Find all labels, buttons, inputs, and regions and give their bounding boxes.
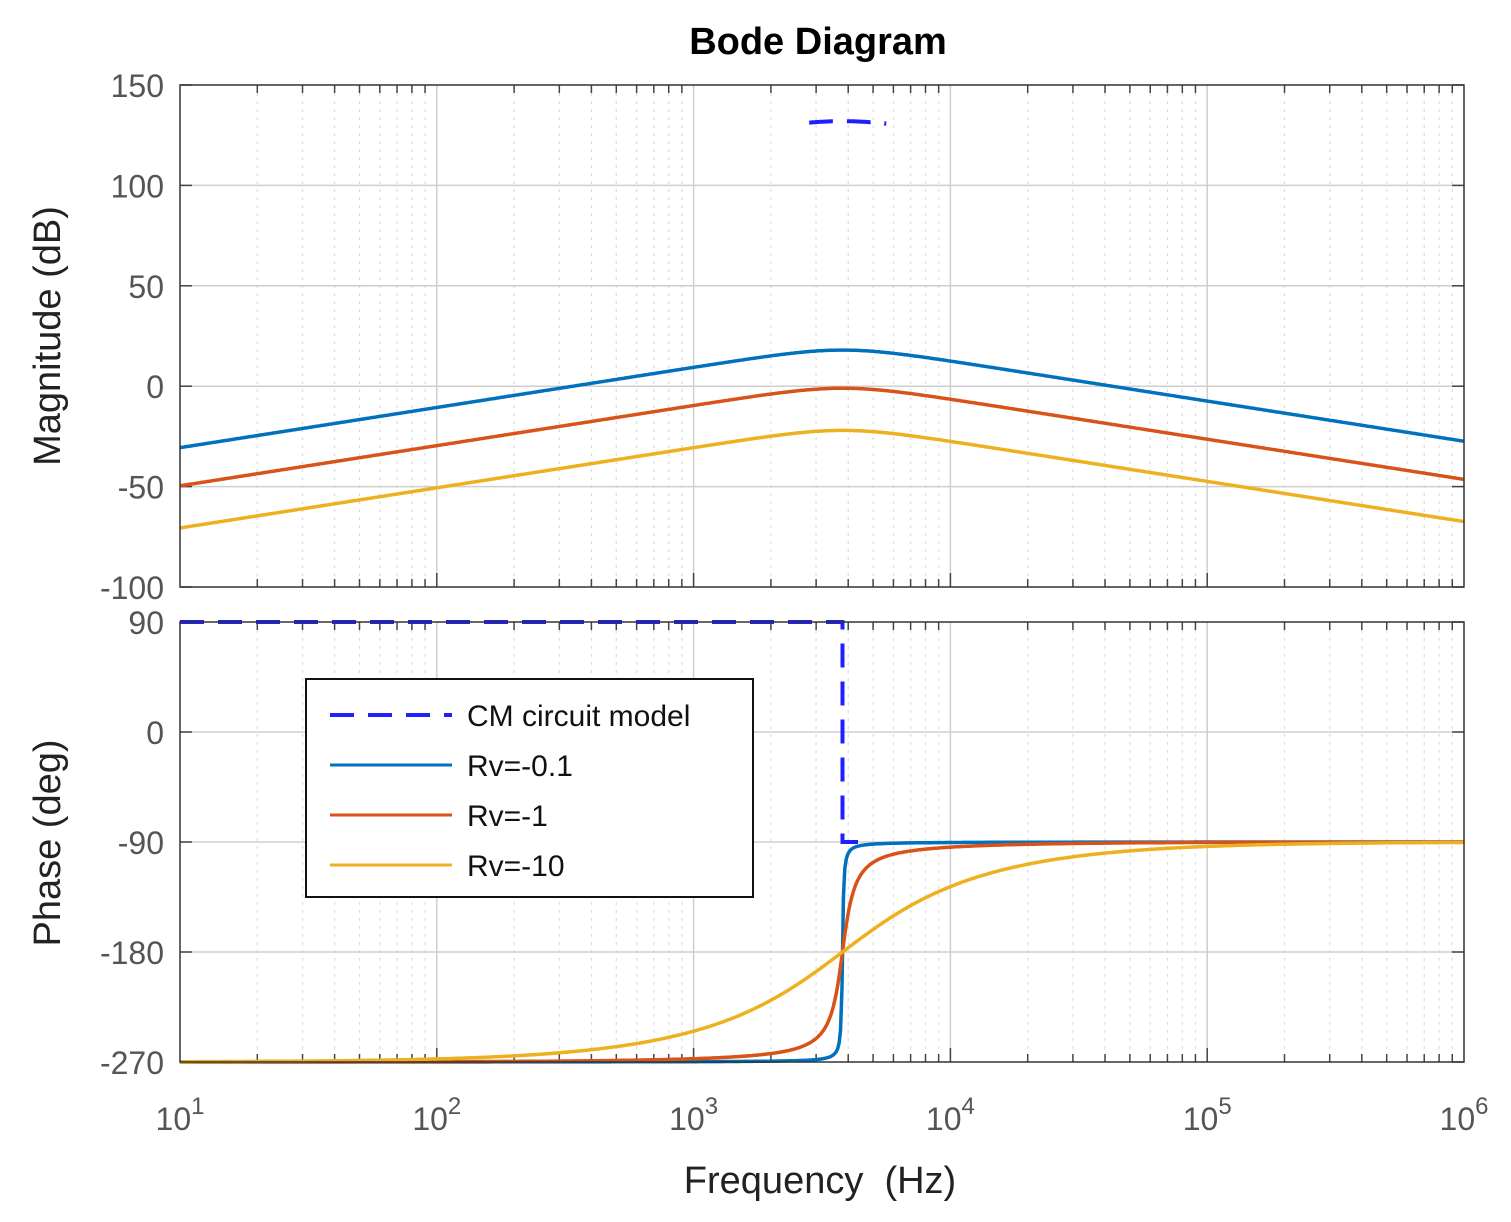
x-tick-labels: 101 102 103 104 105 106 xyxy=(156,1093,1489,1137)
phase-y-tick-label: 0 xyxy=(146,715,164,751)
magnitude-y-label: Magnitude (dB) xyxy=(27,206,69,466)
series-line-cm-circuit-model xyxy=(809,119,887,126)
x-tick-label: 102 xyxy=(412,1093,461,1137)
x-tick-label: 103 xyxy=(669,1093,718,1137)
legend-label: Rv=-0.1 xyxy=(467,750,573,783)
magnitude-y-tick-label: 150 xyxy=(111,68,164,104)
series-line-rv-10 xyxy=(179,428,1465,530)
x-tick-label: 105 xyxy=(1183,1093,1232,1137)
phase-y-tick-label: 90 xyxy=(128,605,164,641)
legend-label: Rv=-10 xyxy=(467,850,565,883)
phase-y-label: Phase (deg) xyxy=(27,739,69,946)
magnitude-plot-area xyxy=(180,85,1464,587)
phase-axes-box xyxy=(179,621,1465,1063)
magnitude-y-tick-label: -100 xyxy=(100,570,164,606)
phase-y-tick-label: -180 xyxy=(100,935,164,971)
legend-label: Rv=-1 xyxy=(467,800,548,833)
legend-label: CM circuit model xyxy=(467,700,690,733)
series-line-rv-1 xyxy=(179,386,1465,488)
series-line-rv-0-1 xyxy=(179,348,1465,450)
magnitude-y-tick-label: 50 xyxy=(128,269,164,305)
phase-y-tick-label: -90 xyxy=(118,825,164,861)
magnitude-axes-box xyxy=(179,84,1465,588)
series-line-rv-10 xyxy=(180,840,1464,1064)
x-tick-label: 106 xyxy=(1440,1093,1489,1137)
magnitude-y-tick-label: 100 xyxy=(111,168,164,204)
phase-axes: 90 0 -90 -180 -270 xyxy=(100,605,1465,1081)
phase-y-tick-label: -270 xyxy=(100,1045,164,1081)
magnitude-axes: 150 100 50 0 -50 -100 xyxy=(100,68,1465,606)
magnitude-y-tick-label: -50 xyxy=(118,470,164,506)
chart-title: Bode Diagram xyxy=(689,21,947,63)
magnitude-y-tick-label: 0 xyxy=(146,369,164,405)
x-tick-label: 101 xyxy=(156,1093,205,1137)
legend: CM circuit model Rv=-0.1 Rv=-1 Rv=-10 xyxy=(305,678,754,898)
series-line-cm-circuit-model xyxy=(180,620,864,844)
x-tick-label: 104 xyxy=(926,1093,975,1137)
x-axis-label: Frequency (Hz) xyxy=(684,1160,956,1202)
